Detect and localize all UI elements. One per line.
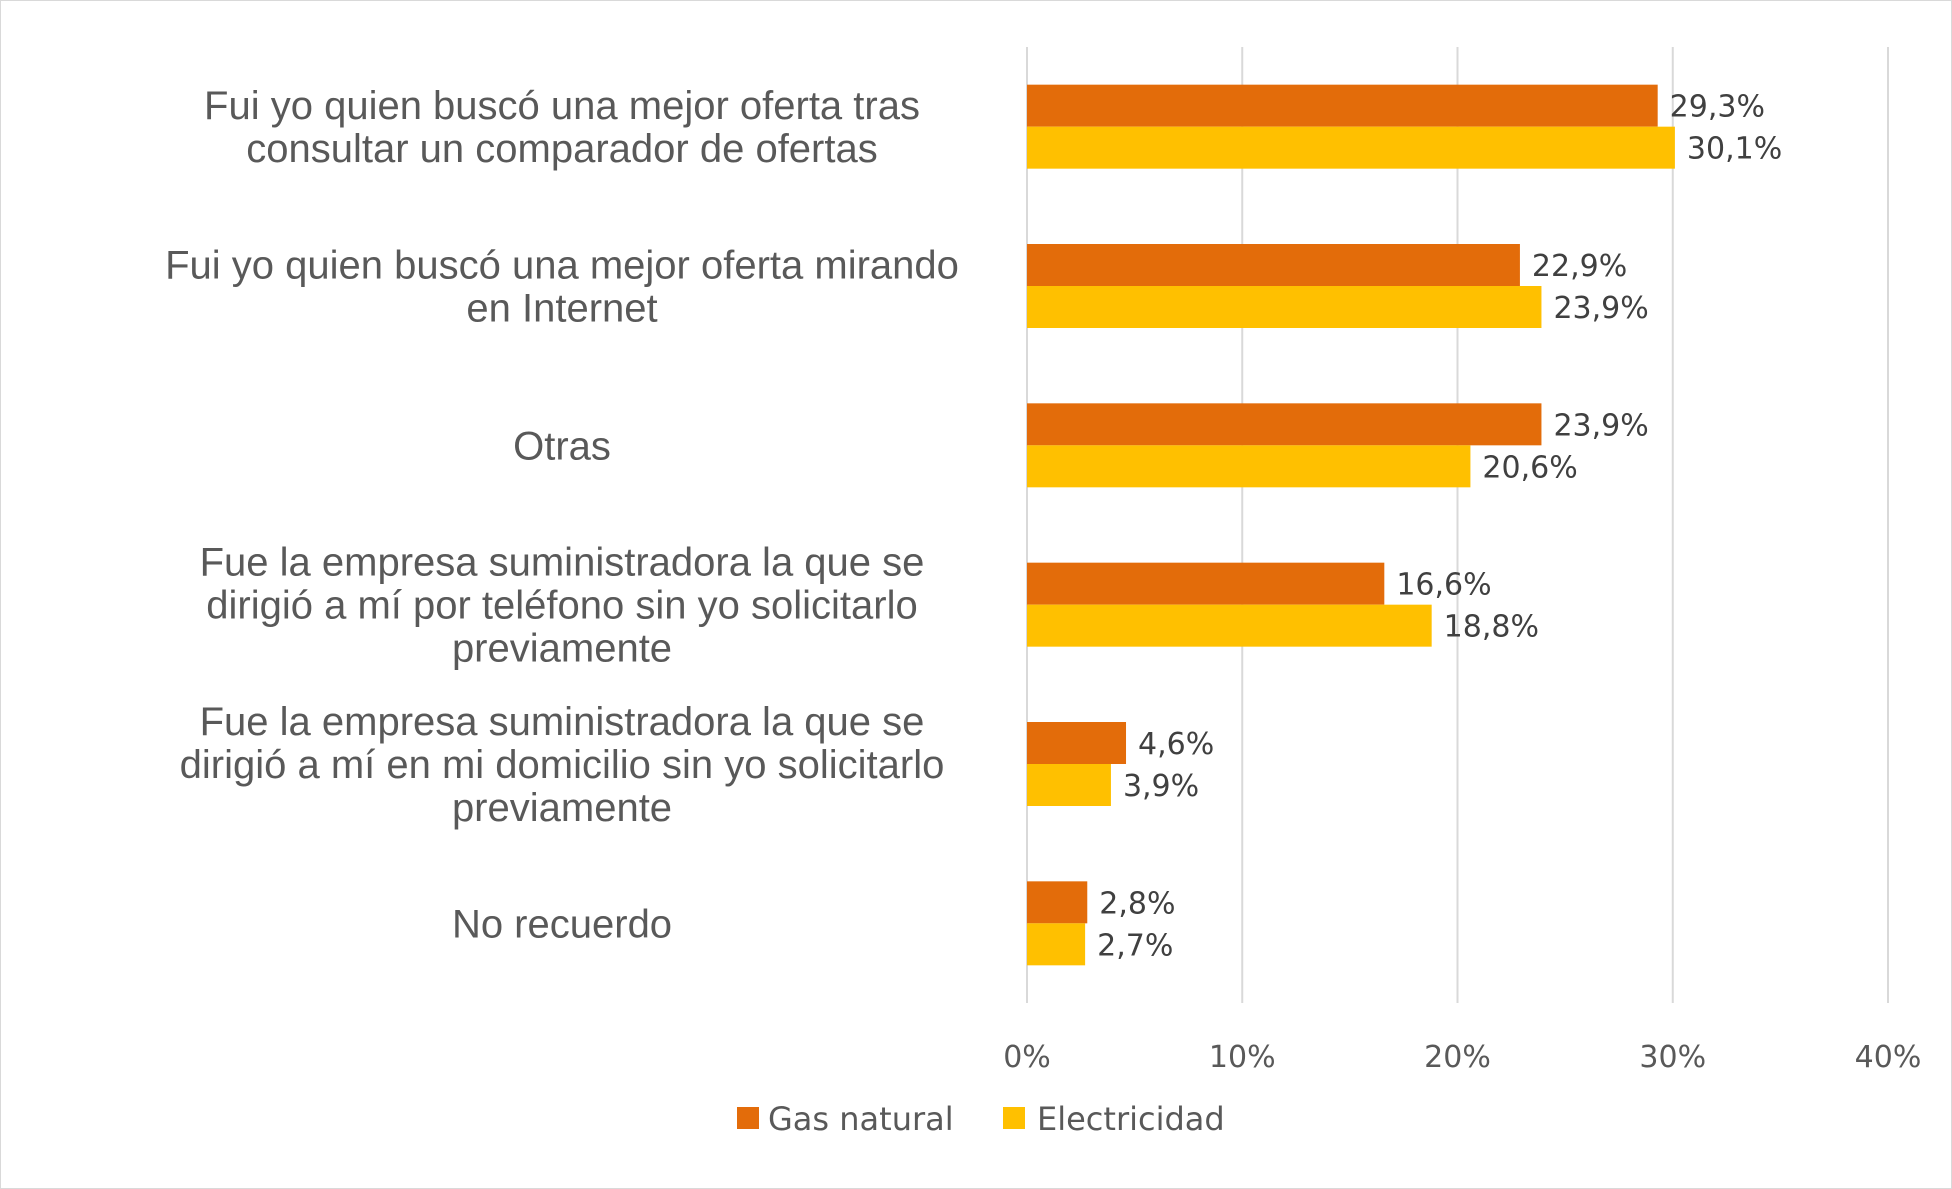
value-label-gas-natural-5: 2,8%: [1099, 886, 1175, 921]
bars: [1027, 84, 1675, 966]
gridlines: [1026, 47, 1889, 1003]
legend-label-gas-natural: Gas natural: [768, 1100, 954, 1138]
value-label-electricidad-2: 20,6%: [1482, 450, 1577, 485]
value-label-electricidad-5: 2,7%: [1097, 928, 1173, 963]
x-tick-label-20: 20%: [1424, 1040, 1491, 1075]
value-label-electricidad-3: 18,8%: [1444, 610, 1539, 645]
value-label-gas-natural-2: 23,9%: [1553, 408, 1648, 443]
bar-gas-natural-0: [1027, 84, 1658, 127]
value-label-electricidad-1: 23,9%: [1553, 291, 1648, 326]
value-labels: 29,3% 30,1% 22,9% 23,9% 23,9% 20,6% 16,6% 18,8%…: [1097, 90, 1782, 964]
bar-electricidad-4: [1027, 764, 1111, 806]
category-label-5: No recuerdo: [452, 902, 672, 946]
legend-swatch-electricidad: [1003, 1107, 1025, 1129]
bar-electricidad-1: [1027, 286, 1542, 328]
value-label-electricidad-4: 3,9%: [1123, 769, 1199, 804]
bar-gas-natural-4: [1027, 722, 1127, 764]
category-label-1: Fui yo quien buscó una mejor oferta mira…: [165, 244, 959, 331]
legend-swatch-gas-natural: [737, 1107, 759, 1129]
value-label-gas-natural-1: 22,9%: [1532, 249, 1627, 284]
value-label-electricidad-0: 30,1%: [1687, 132, 1782, 167]
x-tick-label-0: 0%: [1003, 1040, 1051, 1075]
legend-label-electricidad: Electricidad: [1037, 1100, 1225, 1138]
category-labels: Fui yo quien buscó una mejor oferta tras…: [165, 84, 959, 946]
x-axis-ticks: 0% 10% 20% 30% 40%: [1003, 1040, 1921, 1075]
bar-gas-natural-1: [1027, 244, 1520, 286]
bar-electricidad-0: [1027, 126, 1675, 169]
bar-gas-natural-2: [1027, 403, 1542, 446]
value-label-gas-natural-3: 16,6%: [1396, 568, 1491, 603]
bar-gas-natural-5: [1027, 881, 1088, 924]
legend: Gas natural Electricidad: [737, 1100, 1225, 1138]
bar-gas-natural-3: [1027, 562, 1385, 605]
category-label-4: Fue la empresa suministradora la que se d…: [180, 700, 945, 830]
category-label-0: Fui yo quien buscó una mejor oferta tras…: [204, 84, 920, 171]
x-tick-label-10: 10%: [1209, 1040, 1276, 1075]
x-tick-label-30: 30%: [1639, 1040, 1706, 1075]
bar-electricidad-2: [1027, 445, 1471, 488]
x-tick-label-40: 40%: [1855, 1040, 1922, 1075]
value-label-gas-natural-4: 4,6%: [1138, 727, 1214, 762]
bar-electricidad-3: [1027, 604, 1432, 647]
category-label-3: Fue la empresa suministradora la que se d…: [200, 541, 925, 671]
value-label-gas-natural-0: 29,3%: [1670, 90, 1765, 125]
bar-electricidad-5: [1027, 923, 1086, 966]
category-label-2: Otras: [513, 424, 611, 468]
